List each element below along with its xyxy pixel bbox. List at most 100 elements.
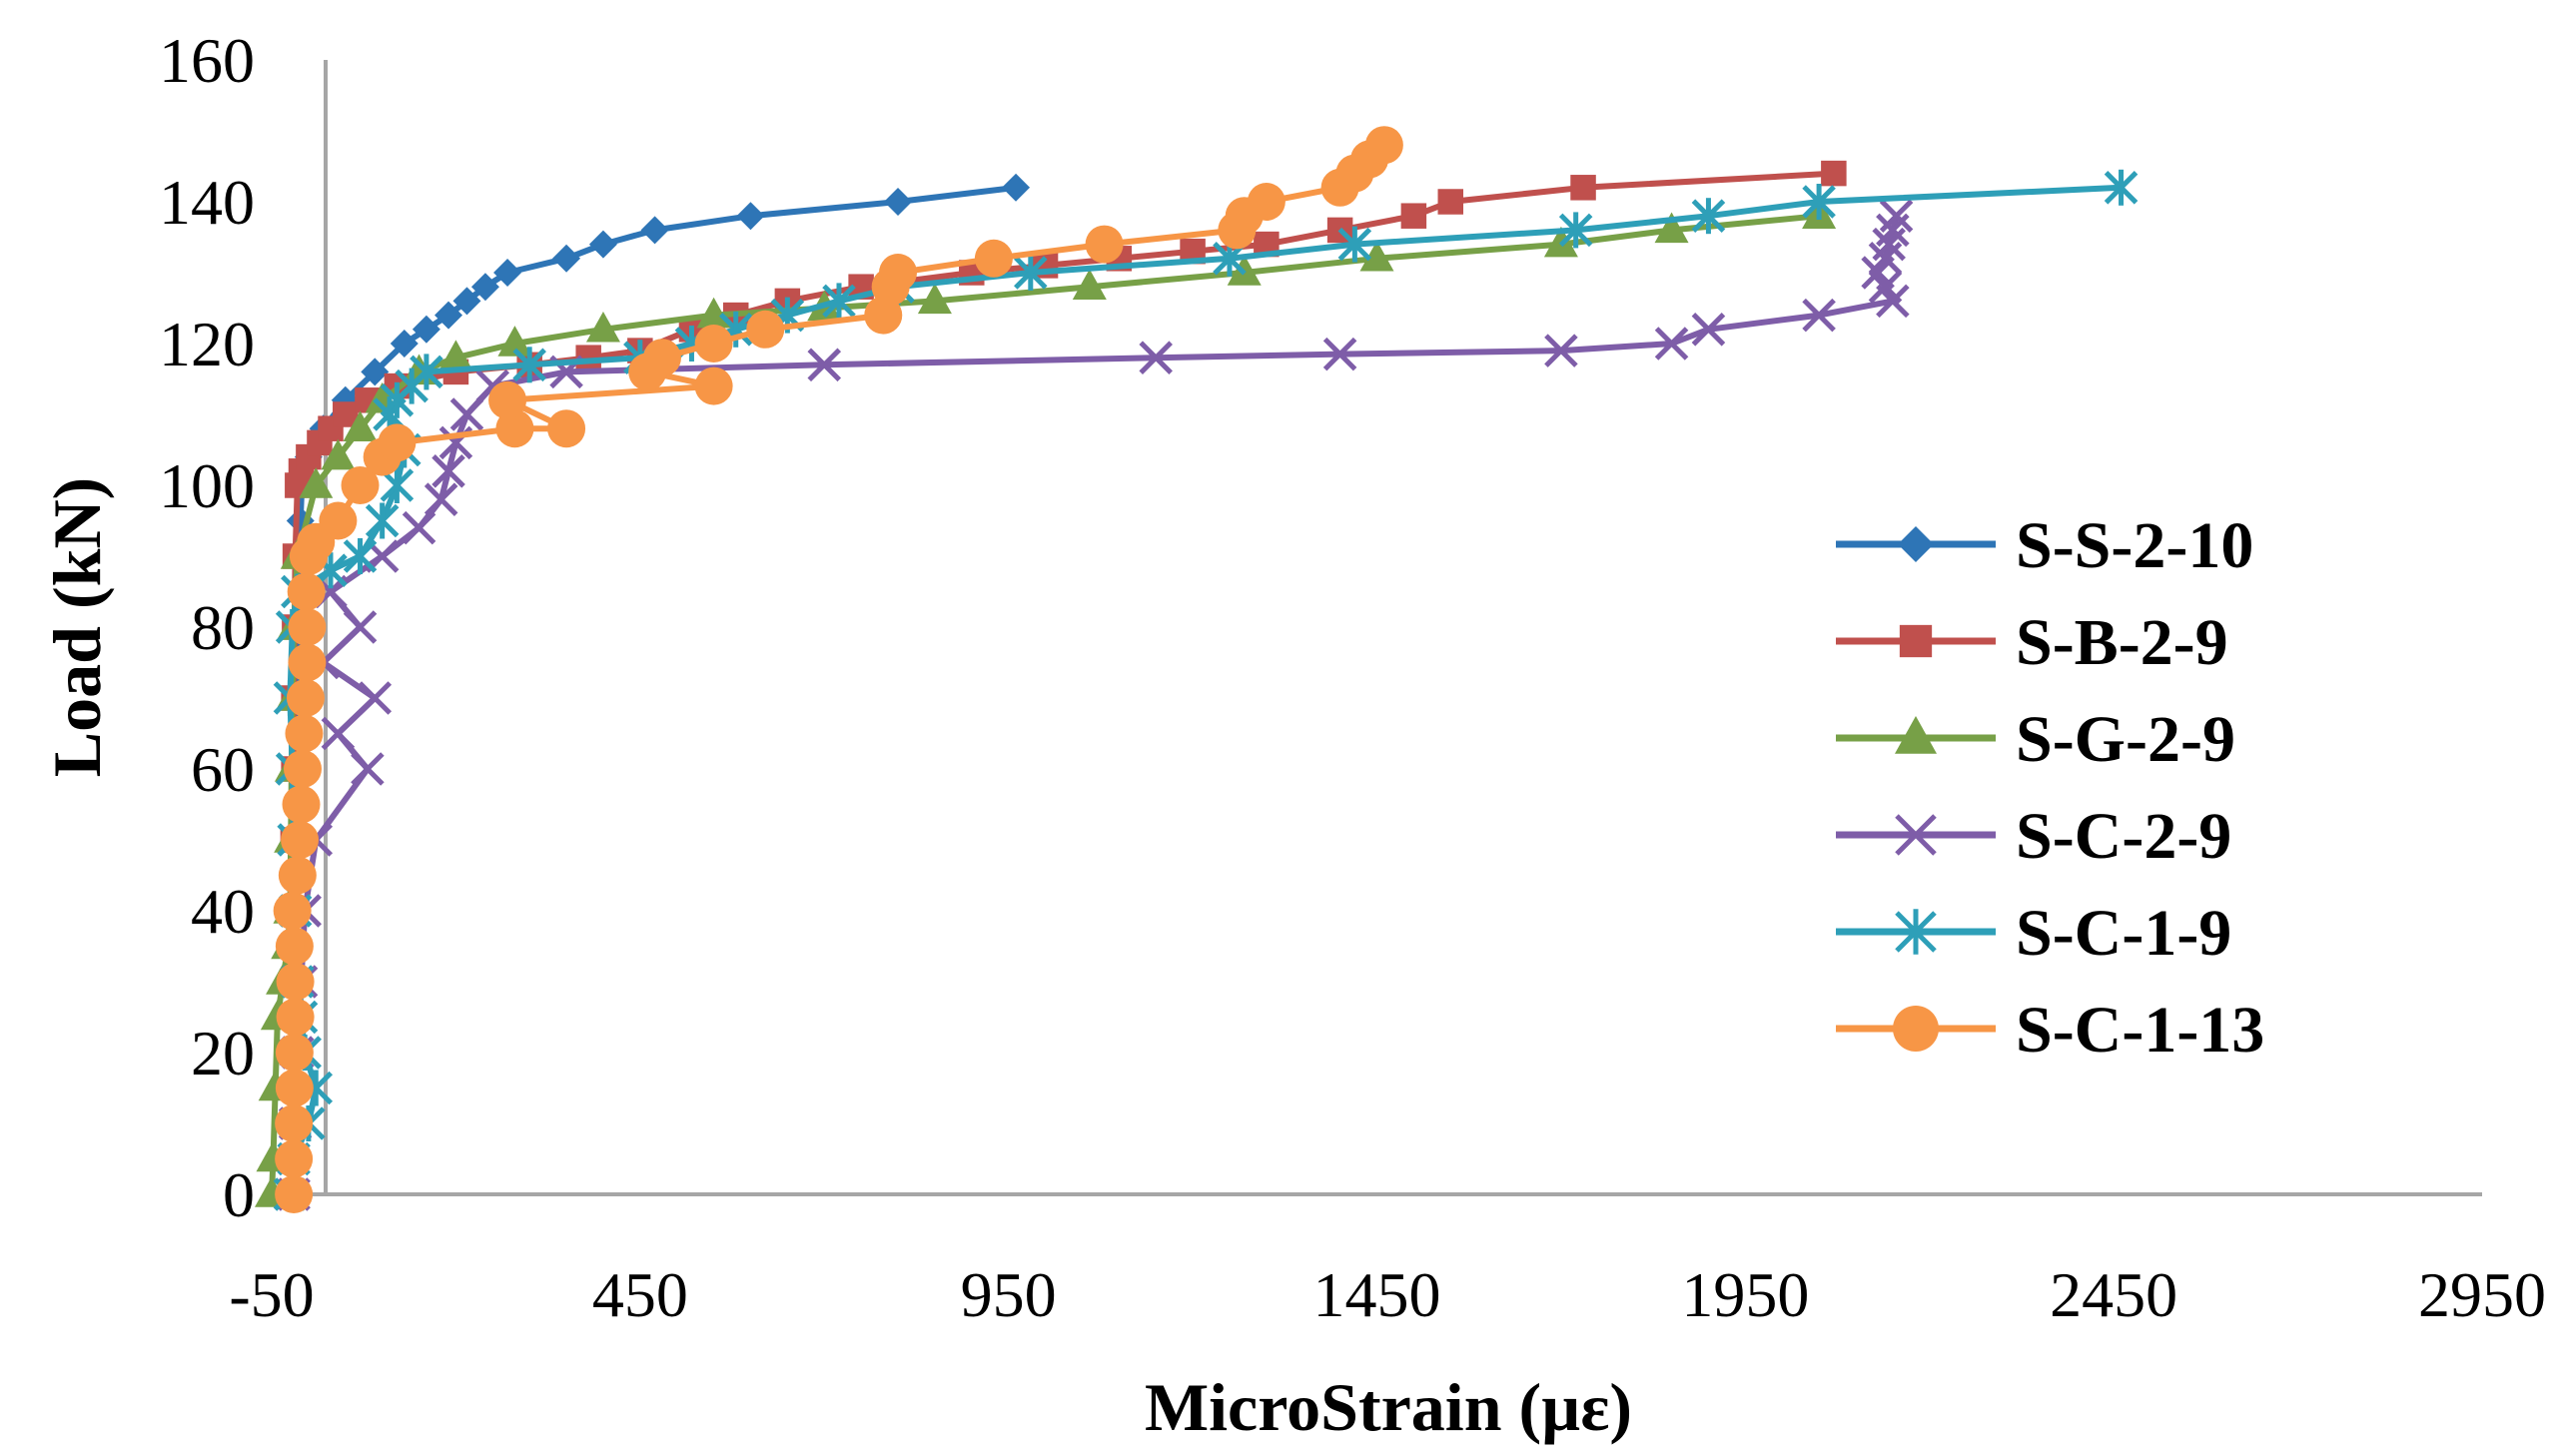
data-point <box>1691 198 1726 235</box>
data-point <box>275 1104 314 1142</box>
data-point <box>410 354 443 390</box>
marker-stroke <box>807 348 842 382</box>
marker-stroke <box>358 681 393 715</box>
data-point <box>287 572 326 611</box>
data-point <box>288 608 327 646</box>
legend-marker <box>1895 909 1937 955</box>
y-tick-label: 100 <box>159 450 255 521</box>
legend: S-S-2-10 S-B-2-9 S-G-2-9 S-C-2-9 S-C-1-9 S-C-… <box>1836 509 2264 1067</box>
marker-stroke <box>424 482 458 516</box>
marker-stroke <box>1876 284 1910 319</box>
data-point <box>452 287 481 316</box>
data-point <box>275 1069 314 1107</box>
data-point <box>497 326 532 357</box>
x-tick-label: 2450 <box>2050 1259 2177 1330</box>
series-S-B-2-9 <box>279 160 1847 1207</box>
data-point <box>1322 337 1357 371</box>
data-point <box>319 501 358 540</box>
data-point <box>321 438 356 470</box>
marker-stroke <box>475 368 510 403</box>
legend-marker <box>1899 624 1933 658</box>
legend-marker <box>1895 814 1937 856</box>
data-point <box>288 643 327 682</box>
data-point <box>285 714 324 753</box>
legend-item: S-C-2-9 <box>1836 800 2231 873</box>
data-point <box>1014 255 1048 291</box>
data-point <box>1247 183 1286 221</box>
data-point <box>1364 126 1403 165</box>
marker-stroke <box>321 716 356 751</box>
data-point <box>273 892 312 930</box>
data-point <box>694 325 733 363</box>
data-point <box>640 216 669 245</box>
data-point <box>358 681 393 715</box>
data-point <box>495 409 534 448</box>
legend-item: S-S-2-10 <box>1836 509 2253 582</box>
data-point <box>884 188 913 216</box>
marker-stroke <box>1322 337 1357 371</box>
data-point <box>343 538 378 574</box>
x-tick-label: 450 <box>592 1259 688 1330</box>
data-point <box>281 821 320 859</box>
data-point <box>547 409 586 448</box>
data-point <box>276 963 315 1001</box>
data-point <box>879 254 918 292</box>
data-point <box>275 927 314 966</box>
data-point <box>488 380 527 419</box>
x-axis-title: MicroStrain (µε) <box>1145 1369 1632 1445</box>
data-point <box>275 1034 314 1072</box>
data-point <box>275 1175 314 1213</box>
legend-item: S-G-2-9 <box>1836 703 2235 776</box>
x-tick-label: 2950 <box>2418 1259 2546 1330</box>
data-point <box>493 259 522 287</box>
x-tick-label: 1950 <box>1681 1259 1809 1330</box>
data-point <box>1139 341 1173 374</box>
data-point <box>402 510 436 545</box>
data-point <box>449 397 484 431</box>
data-point <box>696 297 731 329</box>
legend-marker <box>1898 526 1934 562</box>
y-tick-label: 140 <box>159 167 255 238</box>
y-tick-label: 0 <box>223 1159 255 1230</box>
data-point <box>282 785 321 824</box>
x-tick-label: -50 <box>229 1259 314 1330</box>
data-point <box>343 610 378 644</box>
data-point <box>2104 169 2139 206</box>
data-point <box>1400 203 1427 229</box>
y-tick-label: 120 <box>159 309 255 379</box>
x-tick-label: 950 <box>961 1259 1057 1330</box>
data-point <box>361 358 390 386</box>
data-point <box>434 301 463 330</box>
data-point <box>1337 226 1372 263</box>
marker-stroke <box>449 397 484 431</box>
legend-item: S-C-1-9 <box>1836 897 2231 970</box>
legend-item: S-B-2-9 <box>1836 606 2228 679</box>
marker-stroke <box>1139 341 1173 374</box>
series-S-C-1-13 <box>273 126 1403 1213</box>
series-S-S-2-10 <box>278 173 1031 1208</box>
tick-labels: 0 20 40 60 80 100 120 140 160 -50 450 950 1450 1950 24… <box>159 25 2546 1330</box>
marker-stroke <box>431 454 465 488</box>
x-tick-label: 1450 <box>1313 1259 1441 1330</box>
data-point <box>283 750 322 788</box>
data-point <box>1002 173 1031 202</box>
legend-label: S-C-1-13 <box>2016 994 2264 1067</box>
data-point <box>588 230 617 259</box>
data-point <box>278 856 317 895</box>
data-point <box>822 283 856 320</box>
legend-label: S-C-2-9 <box>2016 800 2231 873</box>
data-point <box>1821 160 1847 187</box>
data-point <box>351 752 385 786</box>
data-point <box>1072 269 1107 300</box>
legend-label: S-S-2-10 <box>2016 509 2253 582</box>
data-point <box>365 502 400 539</box>
data-point <box>1359 240 1394 272</box>
data-point <box>275 1139 314 1178</box>
data-point <box>917 283 952 315</box>
data-point <box>470 273 499 302</box>
data-point <box>1654 212 1689 244</box>
data-point <box>642 339 681 377</box>
legend-marker <box>1895 715 1937 754</box>
